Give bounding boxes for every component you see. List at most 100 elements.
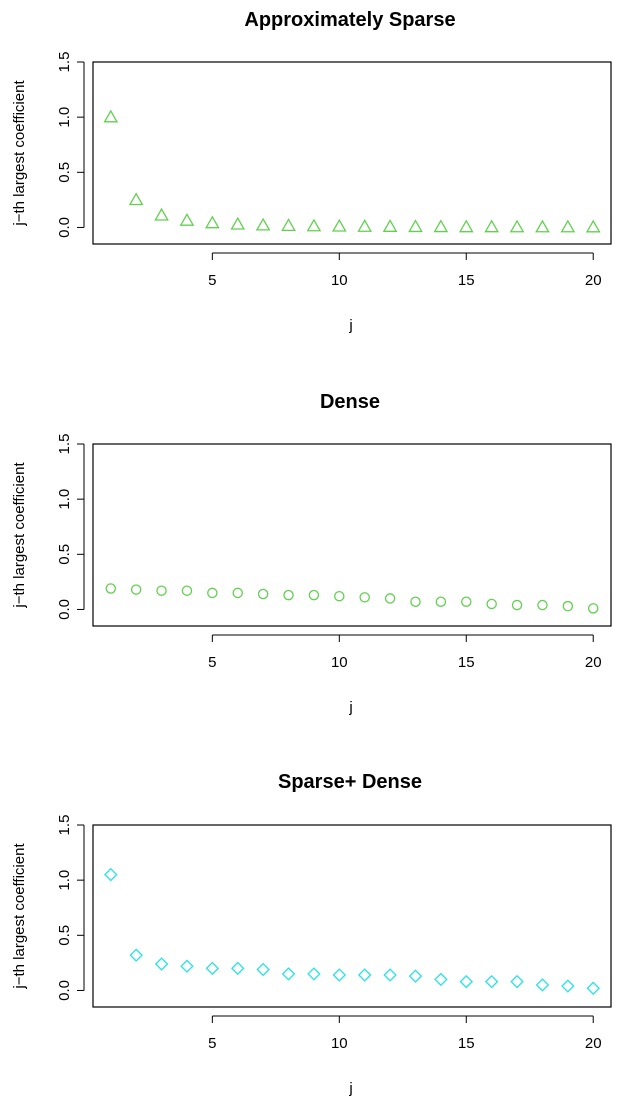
data-point	[562, 600, 574, 612]
data-point	[180, 959, 194, 973]
data-point	[561, 979, 575, 993]
data-point	[179, 213, 195, 226]
y-tick-label: 1.5	[56, 434, 73, 455]
data-point	[154, 207, 169, 221]
data-point	[586, 981, 600, 995]
data-point	[332, 968, 347, 982]
data-point	[281, 218, 296, 231]
data-point	[484, 219, 499, 233]
data-point	[434, 972, 448, 987]
data-point	[207, 587, 218, 599]
data-point	[308, 589, 320, 601]
y-tick-label: 0.0	[56, 217, 73, 238]
y-tick-label: 1.0	[56, 489, 73, 510]
y-tick-label: 0.5	[56, 925, 73, 946]
data-point	[357, 219, 373, 232]
data-point	[486, 598, 497, 610]
data-point	[382, 219, 398, 232]
y-tick-label: 1.0	[56, 870, 73, 891]
y-tick-label: 1.5	[56, 52, 73, 73]
data-point	[105, 583, 117, 594]
data-point	[307, 967, 321, 981]
x-tick-label: 15	[458, 1035, 475, 1052]
data-point	[410, 596, 421, 607]
data-point	[509, 219, 525, 233]
y-axis-label: j−th largest coefficient	[11, 462, 28, 609]
data-point	[537, 599, 548, 611]
chart-title: Approximately Sparse	[244, 9, 455, 31]
y-tick-label: 1.5	[56, 815, 73, 836]
data-point	[205, 215, 220, 229]
data-point	[585, 219, 601, 233]
data-point	[484, 974, 499, 989]
x-axis-label: j	[348, 699, 352, 716]
data-point	[408, 969, 423, 983]
x-tick-label: 15	[458, 654, 475, 671]
data-point	[511, 599, 523, 611]
data-point	[181, 585, 193, 596]
x-tick-label: 5	[208, 272, 216, 289]
x-tick-label: 5	[208, 1035, 216, 1052]
data-point	[357, 968, 372, 982]
plot-frame	[92, 443, 612, 627]
data-point	[257, 588, 269, 600]
data-point	[230, 216, 246, 230]
data-point	[510, 974, 524, 989]
data-point	[384, 593, 396, 604]
data-point	[156, 585, 167, 596]
data-point	[331, 218, 347, 232]
data-point	[281, 967, 296, 981]
data-point	[535, 978, 550, 992]
data-point	[154, 957, 169, 971]
data-point	[359, 592, 370, 603]
chart-title: Dense	[320, 391, 380, 413]
data-point	[128, 192, 144, 206]
panel-3: Sparse+ Dense 5 10 15 20 0.0 0.5 1.0 1.5 j j−th la…	[11, 771, 612, 1097]
x-tick-label: 5	[208, 654, 216, 671]
y-axis-label: j−th largest coefficient	[11, 80, 28, 227]
data-point	[255, 217, 271, 231]
panel-1: Approximately Sparse 5 10 15 20 0.0 0.5 1.0 1.5 j…	[11, 9, 612, 334]
x-tick-label: 15	[458, 272, 475, 289]
data-point	[383, 968, 397, 982]
data-point	[232, 587, 243, 599]
data-point	[461, 596, 472, 607]
plot-frame	[92, 61, 612, 245]
y-tick-label: 0.0	[56, 980, 73, 1001]
data-point	[306, 218, 322, 232]
x-axis-label: j	[348, 317, 352, 334]
x-tick-label: 10	[331, 272, 348, 289]
y-tick-label: 1.0	[56, 107, 73, 128]
data-point	[283, 589, 294, 601]
y-tick-label: 0.5	[56, 544, 73, 565]
chart-title: Sparse+ Dense	[278, 771, 422, 793]
data-point	[256, 962, 270, 977]
y-tick-label: 0.0	[56, 599, 73, 620]
data-point	[408, 219, 423, 233]
data-point	[458, 219, 474, 233]
data-point	[587, 603, 599, 614]
panel-2: Dense 5 10 15 20 0.0 0.5 1.0 1.5 j j−th largest co…	[11, 391, 612, 716]
y-tick-label: 0.5	[56, 162, 73, 183]
data-point	[231, 961, 245, 976]
data-point	[129, 948, 143, 962]
data-point	[435, 596, 447, 607]
x-tick-label: 20	[585, 1035, 602, 1052]
x-tick-label: 10	[331, 654, 348, 671]
data-point	[535, 219, 550, 233]
data-point	[433, 219, 449, 233]
y-axis-label: j−th largest coefficient	[11, 843, 28, 990]
data-point	[334, 590, 345, 602]
data-point	[459, 974, 473, 989]
data-point	[130, 584, 142, 595]
plot-frame	[92, 824, 612, 1008]
data-point	[205, 961, 220, 976]
data-point	[560, 219, 576, 233]
x-axis-label: j	[348, 1080, 352, 1097]
x-tick-label: 10	[331, 1035, 348, 1052]
data-point	[103, 109, 119, 123]
x-tick-label: 20	[585, 272, 602, 289]
data-point	[104, 867, 118, 882]
x-tick-label: 20	[585, 654, 602, 671]
